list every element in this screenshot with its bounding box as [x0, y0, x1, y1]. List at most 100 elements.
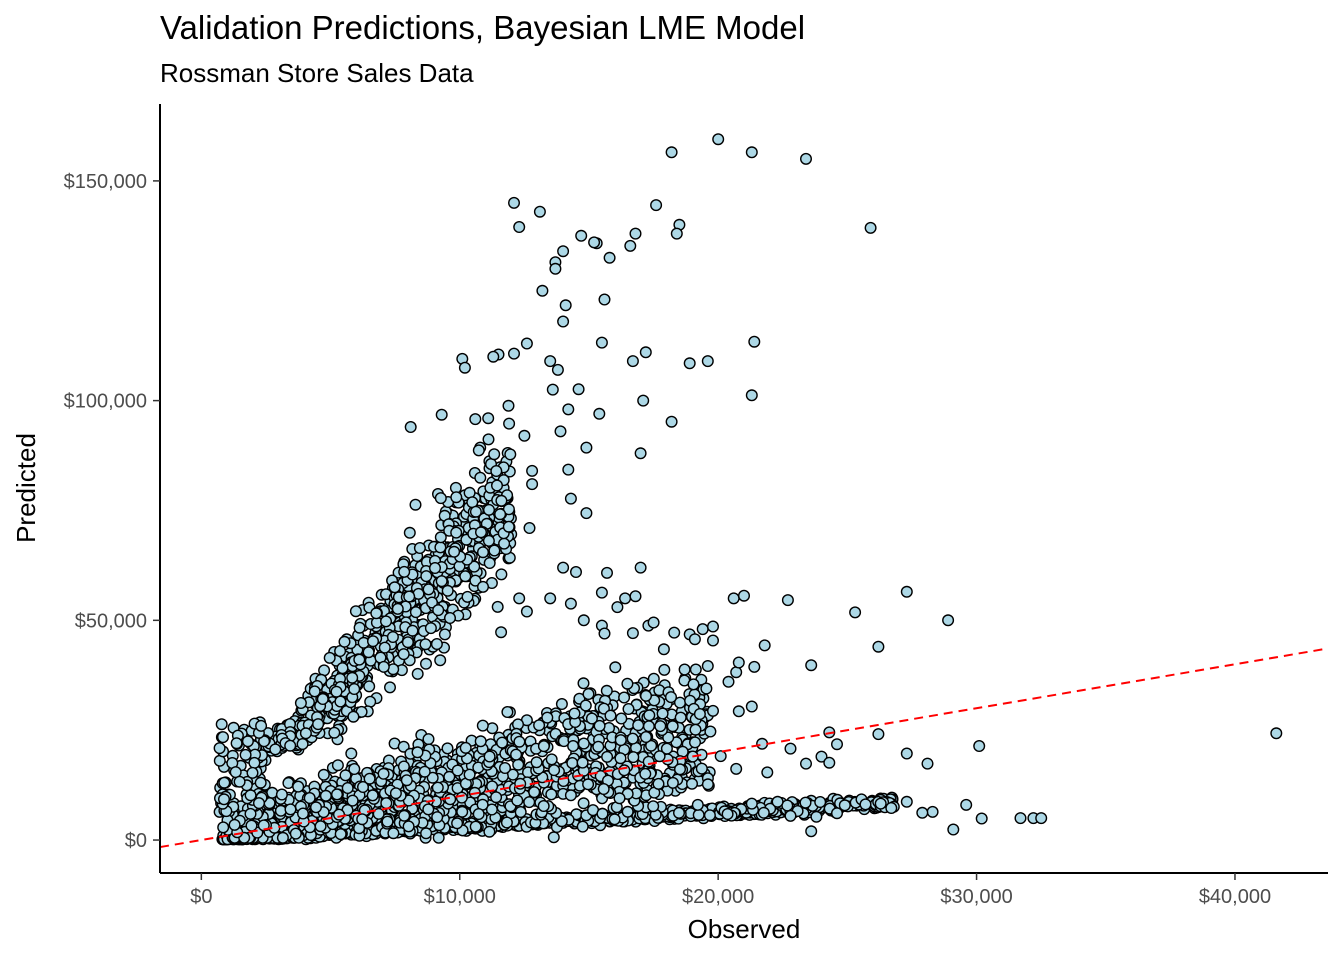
- data-point: [642, 755, 655, 768]
- data-point: [380, 615, 393, 628]
- data-point: [730, 762, 743, 775]
- data-point: [503, 417, 516, 430]
- data-point: [328, 726, 341, 739]
- data-point: [514, 806, 527, 819]
- data-point: [576, 756, 589, 769]
- data-point: [1014, 812, 1027, 825]
- data-point: [431, 781, 444, 794]
- data-point: [603, 251, 616, 264]
- data-point: [370, 607, 383, 620]
- data-point: [595, 336, 608, 349]
- data-point: [526, 478, 539, 491]
- data-point: [469, 574, 482, 587]
- data-point: [377, 767, 390, 780]
- data-point: [346, 794, 359, 807]
- data-point: [381, 815, 394, 828]
- data-point: [642, 720, 655, 733]
- data-point: [239, 748, 252, 761]
- data-point: [701, 355, 714, 368]
- data-point: [482, 534, 495, 547]
- data-point: [548, 764, 561, 777]
- data-point: [441, 742, 454, 755]
- data-point: [438, 628, 451, 641]
- data-point: [451, 764, 464, 777]
- data-point: [800, 757, 813, 770]
- data-point: [547, 831, 560, 844]
- data-point: [618, 691, 631, 704]
- data-point: [579, 699, 592, 712]
- data-point: [477, 546, 490, 559]
- data-point: [745, 797, 758, 810]
- data-point: [510, 748, 523, 761]
- data-point: [455, 791, 468, 804]
- data-point: [703, 809, 716, 822]
- data-point: [476, 719, 489, 732]
- data-point: [1270, 727, 1283, 740]
- data-point: [269, 743, 282, 756]
- data-point: [338, 635, 351, 648]
- data-point: [588, 236, 601, 249]
- data-point: [576, 820, 589, 833]
- data-point: [312, 718, 325, 731]
- data-point: [513, 220, 526, 233]
- data-point: [707, 704, 720, 717]
- data-point: [647, 616, 660, 629]
- data-point: [696, 623, 709, 636]
- data-point: [336, 662, 349, 675]
- data-point: [567, 740, 580, 753]
- y-tick-label: $150,000: [64, 171, 147, 193]
- data-point: [401, 636, 414, 649]
- data-point: [463, 768, 476, 781]
- data-point: [554, 425, 567, 438]
- x-tick-label: $10,000: [424, 886, 496, 908]
- data-point: [973, 740, 986, 753]
- data-point: [215, 718, 228, 731]
- data-point: [564, 492, 577, 505]
- data-point: [367, 635, 380, 648]
- data-point: [600, 684, 613, 697]
- data-point: [758, 639, 771, 652]
- data-point: [477, 580, 490, 593]
- data-point: [459, 570, 472, 583]
- data-point: [403, 590, 416, 603]
- x-tick-label: $0: [190, 886, 212, 908]
- data-point: [299, 727, 312, 740]
- data-point: [420, 657, 433, 670]
- data-point: [434, 531, 447, 544]
- data-point: [665, 146, 678, 159]
- x-axis-ticks: $0 $10,000 $20,000 $30,000 $40,000: [190, 873, 1271, 908]
- data-point: [640, 731, 653, 744]
- data-point: [441, 584, 454, 597]
- data-point: [400, 774, 413, 787]
- data-point: [378, 641, 391, 654]
- data-point: [555, 698, 568, 711]
- data-point: [748, 335, 761, 348]
- data-point: [346, 671, 359, 684]
- data-point: [424, 622, 437, 635]
- data-point: [551, 363, 564, 376]
- data-point: [624, 239, 637, 252]
- data-point: [872, 640, 885, 653]
- data-point: [707, 620, 720, 633]
- data-point: [357, 781, 370, 794]
- data-point: [557, 245, 570, 258]
- data-point: [652, 777, 665, 790]
- data-point: [319, 789, 332, 802]
- data-point: [654, 720, 667, 733]
- data-point: [639, 767, 652, 780]
- data-point: [629, 227, 642, 240]
- data-point: [831, 738, 844, 751]
- data-point: [814, 796, 827, 809]
- data-point: [316, 693, 329, 706]
- data-point: [389, 787, 402, 800]
- data-point: [218, 776, 231, 789]
- data-point: [598, 293, 611, 306]
- data-point: [386, 631, 399, 644]
- data-point: [472, 444, 485, 457]
- data-point: [469, 413, 482, 426]
- data-point: [756, 737, 769, 750]
- data-point: [645, 739, 658, 752]
- data-point: [691, 798, 704, 811]
- data-point: [418, 765, 431, 778]
- data-point: [411, 746, 424, 759]
